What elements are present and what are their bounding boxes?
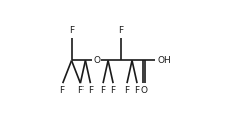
Text: F: F: [110, 86, 116, 95]
Text: F: F: [101, 86, 106, 95]
Text: F: F: [124, 86, 130, 95]
Text: OH: OH: [158, 56, 172, 65]
Text: F: F: [118, 26, 123, 35]
Text: F: F: [88, 86, 94, 95]
Text: F: F: [135, 86, 140, 95]
Text: F: F: [69, 26, 74, 35]
Text: O: O: [141, 86, 148, 95]
Text: F: F: [77, 86, 82, 95]
Text: O: O: [93, 56, 100, 65]
Text: F: F: [79, 86, 83, 95]
Text: F: F: [60, 86, 65, 95]
